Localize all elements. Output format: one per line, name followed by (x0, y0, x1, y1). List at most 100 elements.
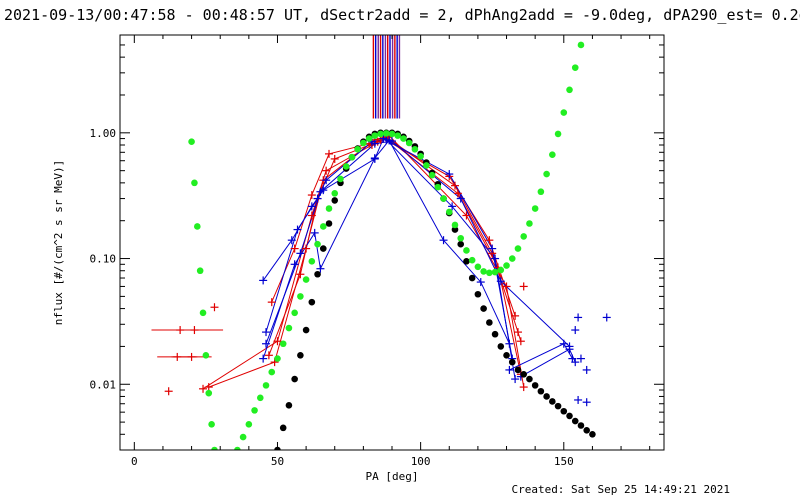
data-point-green (371, 132, 379, 139)
data-point-green (428, 171, 436, 179)
vertical-marker-lines (372, 35, 401, 119)
y-tick-label: 0.01 (90, 378, 117, 391)
x-tick-label: 150 (554, 455, 574, 468)
data-point-blue (456, 194, 465, 203)
data-point-black (480, 305, 487, 312)
data-point-blue (565, 345, 574, 354)
data-point-green (411, 145, 419, 153)
x-tick-label: 50 (271, 455, 284, 468)
data-point-green (188, 138, 195, 146)
data-point-red (322, 166, 331, 175)
data-point-blue (259, 354, 268, 363)
data-point-blue (491, 254, 500, 263)
data-point-green (208, 421, 215, 428)
data-point-black (457, 240, 465, 248)
data-point-green (331, 190, 339, 197)
data-point-red (519, 383, 528, 392)
footer-created: Created: Sat Sep 25 14:49:21 2021 (511, 483, 730, 496)
data-point-red (264, 351, 273, 360)
data-point-green (251, 407, 258, 414)
data-point-green (342, 163, 350, 170)
data-point-green (308, 258, 316, 265)
data-point-red (450, 181, 459, 190)
data-point-blue (313, 194, 322, 203)
data-point-black (463, 258, 470, 265)
data-point-black (571, 417, 579, 425)
data-point-green (434, 183, 442, 191)
data-point-red (513, 328, 522, 337)
y-tick-label: 1.00 (90, 127, 117, 140)
data-point-black (331, 197, 339, 204)
data-point-black (285, 402, 293, 409)
data-point-green (531, 205, 539, 212)
data-point-green (463, 247, 470, 254)
data-point-green (274, 355, 281, 362)
data-point-red (485, 236, 494, 245)
data-point-black (497, 343, 505, 350)
data-point-green (325, 205, 333, 212)
data-point-black (577, 422, 585, 429)
data-point-green (589, 0, 596, 5)
data-point-red (519, 282, 528, 291)
data-point-green (417, 153, 424, 160)
data-point-green (388, 130, 396, 138)
data-point-black (583, 427, 590, 434)
data-point-green (297, 293, 304, 300)
data-point-green (205, 389, 213, 397)
data-point-blue (322, 176, 331, 185)
data-point-blue (287, 236, 296, 245)
data-point-green (382, 130, 390, 137)
data-point-black (325, 220, 333, 227)
data-point-red (307, 211, 316, 220)
data-point-blue (439, 236, 448, 245)
data-point-green (549, 151, 556, 158)
data-point-blue (571, 358, 580, 367)
data-point-blue (582, 398, 591, 407)
data-point-green (377, 130, 384, 138)
data-point-red (330, 154, 339, 163)
data-point-green (319, 223, 327, 230)
data-point-red (302, 244, 311, 253)
data-point-green (520, 233, 528, 240)
data-point-blue (582, 365, 591, 374)
data-point-blue (559, 339, 568, 348)
data-point-red (296, 270, 305, 279)
series-lines (202, 135, 576, 390)
series-points (151, 0, 611, 450)
data-point-green (348, 153, 356, 161)
data-point-red (210, 303, 219, 312)
data-point-green (245, 421, 253, 428)
data-point-red (290, 244, 299, 253)
series-line (208, 135, 525, 388)
data-point-red (325, 149, 334, 158)
data-point-blue (293, 225, 302, 234)
data-point-green (405, 139, 413, 147)
data-point-green (526, 220, 533, 227)
y-tick-label: 0.10 (90, 253, 117, 266)
data-point-blue (496, 277, 505, 286)
data-point-black (560, 407, 568, 415)
data-point-blue (574, 395, 583, 404)
data-point-green (199, 309, 207, 317)
data-point-blue (316, 264, 325, 273)
y-axis: 0.01 0.10 1.00 (90, 34, 664, 451)
data-point-black (474, 290, 482, 298)
data-point-green (480, 268, 487, 275)
data-point-green (537, 188, 545, 196)
data-point-black (526, 375, 533, 383)
data-point-green (354, 145, 361, 153)
data-point-blue (388, 137, 396, 146)
data-point-green (451, 221, 459, 229)
data-point-green (474, 263, 482, 271)
data-point-green (285, 324, 293, 332)
data-point-black (508, 358, 516, 366)
data-point-red (164, 387, 173, 396)
data-point-red (307, 191, 316, 200)
data-point-black (486, 319, 493, 326)
data-point-red (516, 337, 525, 346)
data-point-blue (602, 313, 611, 322)
data-point-blue (511, 375, 520, 384)
data-point-blue (259, 276, 268, 285)
data-point-black (291, 375, 298, 383)
